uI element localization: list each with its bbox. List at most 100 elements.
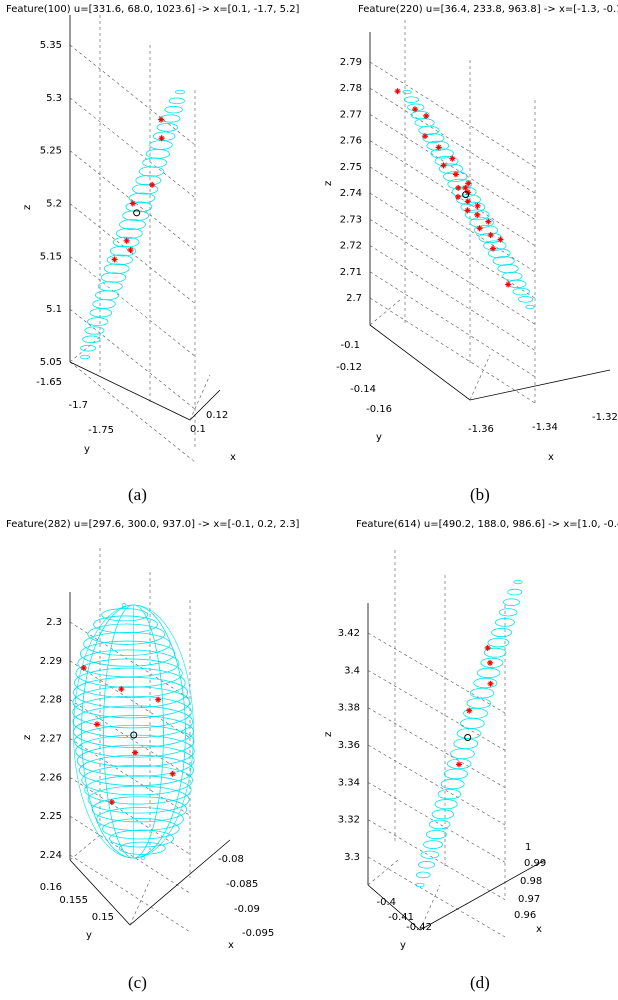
- ellipsoid-ring: [84, 775, 192, 805]
- grid-diagonal-line: [369, 166, 536, 273]
- uncertainty-ellipsoid: [80, 89, 185, 360]
- z-tick-label: 2.78: [340, 83, 362, 94]
- ellipsoid-ring: [125, 201, 153, 213]
- ellipsoid-ring: [75, 734, 195, 768]
- observation-marker: [474, 211, 481, 218]
- ellipsoid-ring: [164, 105, 183, 114]
- z-tick-label: 2.72: [340, 241, 362, 252]
- ellipsoid-ring: [82, 335, 101, 344]
- ellipsoid-ring: [440, 778, 465, 790]
- z-tick-label: 2.28: [40, 695, 62, 706]
- x-tick-label: -1.32: [592, 412, 618, 423]
- ellipsoid-ring: [512, 287, 530, 296]
- grid-diagonal-line: [69, 44, 196, 146]
- grid-floor-line: [69, 336, 101, 363]
- panel-a: Feature(100) u=[331.6, 68.0, 1023.6] -> …: [6, 4, 300, 504]
- observation-marker: [129, 200, 136, 207]
- observation-marker: [108, 799, 115, 806]
- observation-marker: [123, 237, 130, 244]
- x-tick-label: -1.36: [468, 424, 494, 435]
- ellipsoid-ring: [109, 829, 174, 848]
- ellipsoid-ring: [443, 768, 469, 780]
- x-tick-label: 0.1: [190, 424, 206, 435]
- ellipsoid-ring: [407, 103, 425, 112]
- ellipsoid-ring: [119, 219, 146, 230]
- z-tick-label: 3.3: [344, 852, 360, 863]
- panel-c: Feature(282) u=[297.6, 300.0, 937.0] -> …: [6, 519, 300, 992]
- observation-marker: [497, 236, 504, 243]
- observation-marker: [485, 218, 492, 225]
- ellipsoid-ring: [402, 89, 412, 95]
- ellipsoid-ring: [469, 687, 495, 699]
- observation-marker: [452, 171, 459, 178]
- y-axis-label: y: [400, 940, 406, 951]
- observation-marker: [149, 181, 156, 188]
- y-tick-label: -0.4: [376, 897, 396, 908]
- ellipsoid-ring: [410, 110, 430, 120]
- observation-marker: [484, 644, 491, 651]
- z-tick-label: 2.71: [340, 267, 362, 278]
- ellipsoid-ring: [81, 764, 193, 796]
- z-tick-label: 5.1: [46, 304, 62, 315]
- ellipsoid-ring: [525, 304, 535, 310]
- x-tick-label: -1.34: [532, 422, 558, 433]
- ellipsoid-ring: [83, 631, 171, 656]
- ellipsoid-ring: [112, 236, 140, 248]
- estimated-center-marker: [462, 191, 470, 199]
- observation-marker: [505, 281, 512, 288]
- grid-floor-line: [369, 299, 401, 326]
- observation-marker: [455, 184, 462, 191]
- panel-title: Feature(100) u=[331.6, 68.0, 1023.6] -> …: [6, 4, 300, 15]
- ellipsoid-ring: [103, 263, 130, 274]
- grid-diagonal-line: [369, 192, 536, 299]
- ellipsoid-ring: [106, 254, 133, 266]
- observation-marker: [489, 245, 496, 252]
- grid-diagonal-line: [69, 97, 196, 199]
- grid-diagonal-line: [367, 670, 506, 751]
- ellipsoid-ring: [84, 326, 105, 335]
- z-tick-label: 5.25: [40, 146, 62, 157]
- ellipsoid-ring: [101, 608, 149, 622]
- ellipsoid-ring: [160, 114, 181, 123]
- ellipsoid-ring: [498, 608, 518, 617]
- ellipsoid-ring: [132, 183, 159, 195]
- y-tick-label: 0.155: [59, 895, 88, 906]
- ellipsoid-ring: [128, 192, 156, 204]
- x-tick-label: -0.085: [226, 879, 258, 890]
- ellipsoid-ring: [426, 140, 450, 151]
- observation-marker: [487, 680, 494, 687]
- ellipsoid-ring: [80, 344, 97, 352]
- ellipsoid-ring: [460, 201, 486, 213]
- z-tick-label: 5.3: [46, 93, 62, 104]
- ellipsoid-ring: [497, 263, 519, 274]
- grid-diagonal-line: [369, 61, 536, 168]
- panel-title: Feature(614) u=[490.2, 188.0, 986.6] -> …: [356, 519, 618, 530]
- ellipsoid-ring: [414, 118, 435, 128]
- grid-floor-line: [189, 374, 211, 421]
- ellipsoid-ring: [473, 224, 499, 236]
- grid-diagonal-line: [367, 819, 506, 900]
- ellipsoid-ring: [72, 686, 191, 719]
- x-tick-label: 1: [525, 842, 531, 853]
- observation-marker: [435, 144, 442, 151]
- ellipsoid-ring: [466, 697, 492, 709]
- ellipsoid-ring: [75, 658, 183, 688]
- ellipsoid-ring: [422, 133, 445, 143]
- ellipsoid-ring: [93, 615, 158, 634]
- grid-floor-line: [419, 884, 441, 931]
- uncertainty-ellipsoid: [72, 603, 195, 860]
- ellipsoid-ring: [491, 627, 513, 638]
- panel-caption: (d): [470, 973, 490, 992]
- ellipsoid-ring: [74, 724, 195, 758]
- ellipsoid-ring: [487, 248, 511, 259]
- grid-diagonal-line: [369, 271, 536, 378]
- z-tick-label: 3.34: [338, 777, 360, 788]
- grid-diagonal-line: [369, 114, 536, 220]
- observation-points: [456, 644, 494, 768]
- x-tick-label: 0.99: [524, 858, 546, 869]
- ellipsoid-ring: [74, 667, 186, 699]
- ellipsoid-ring: [145, 148, 170, 159]
- ellipsoid-ring: [469, 217, 494, 228]
- ellipsoid-ring: [115, 227, 143, 239]
- y-tick-label: -1.65: [36, 377, 62, 388]
